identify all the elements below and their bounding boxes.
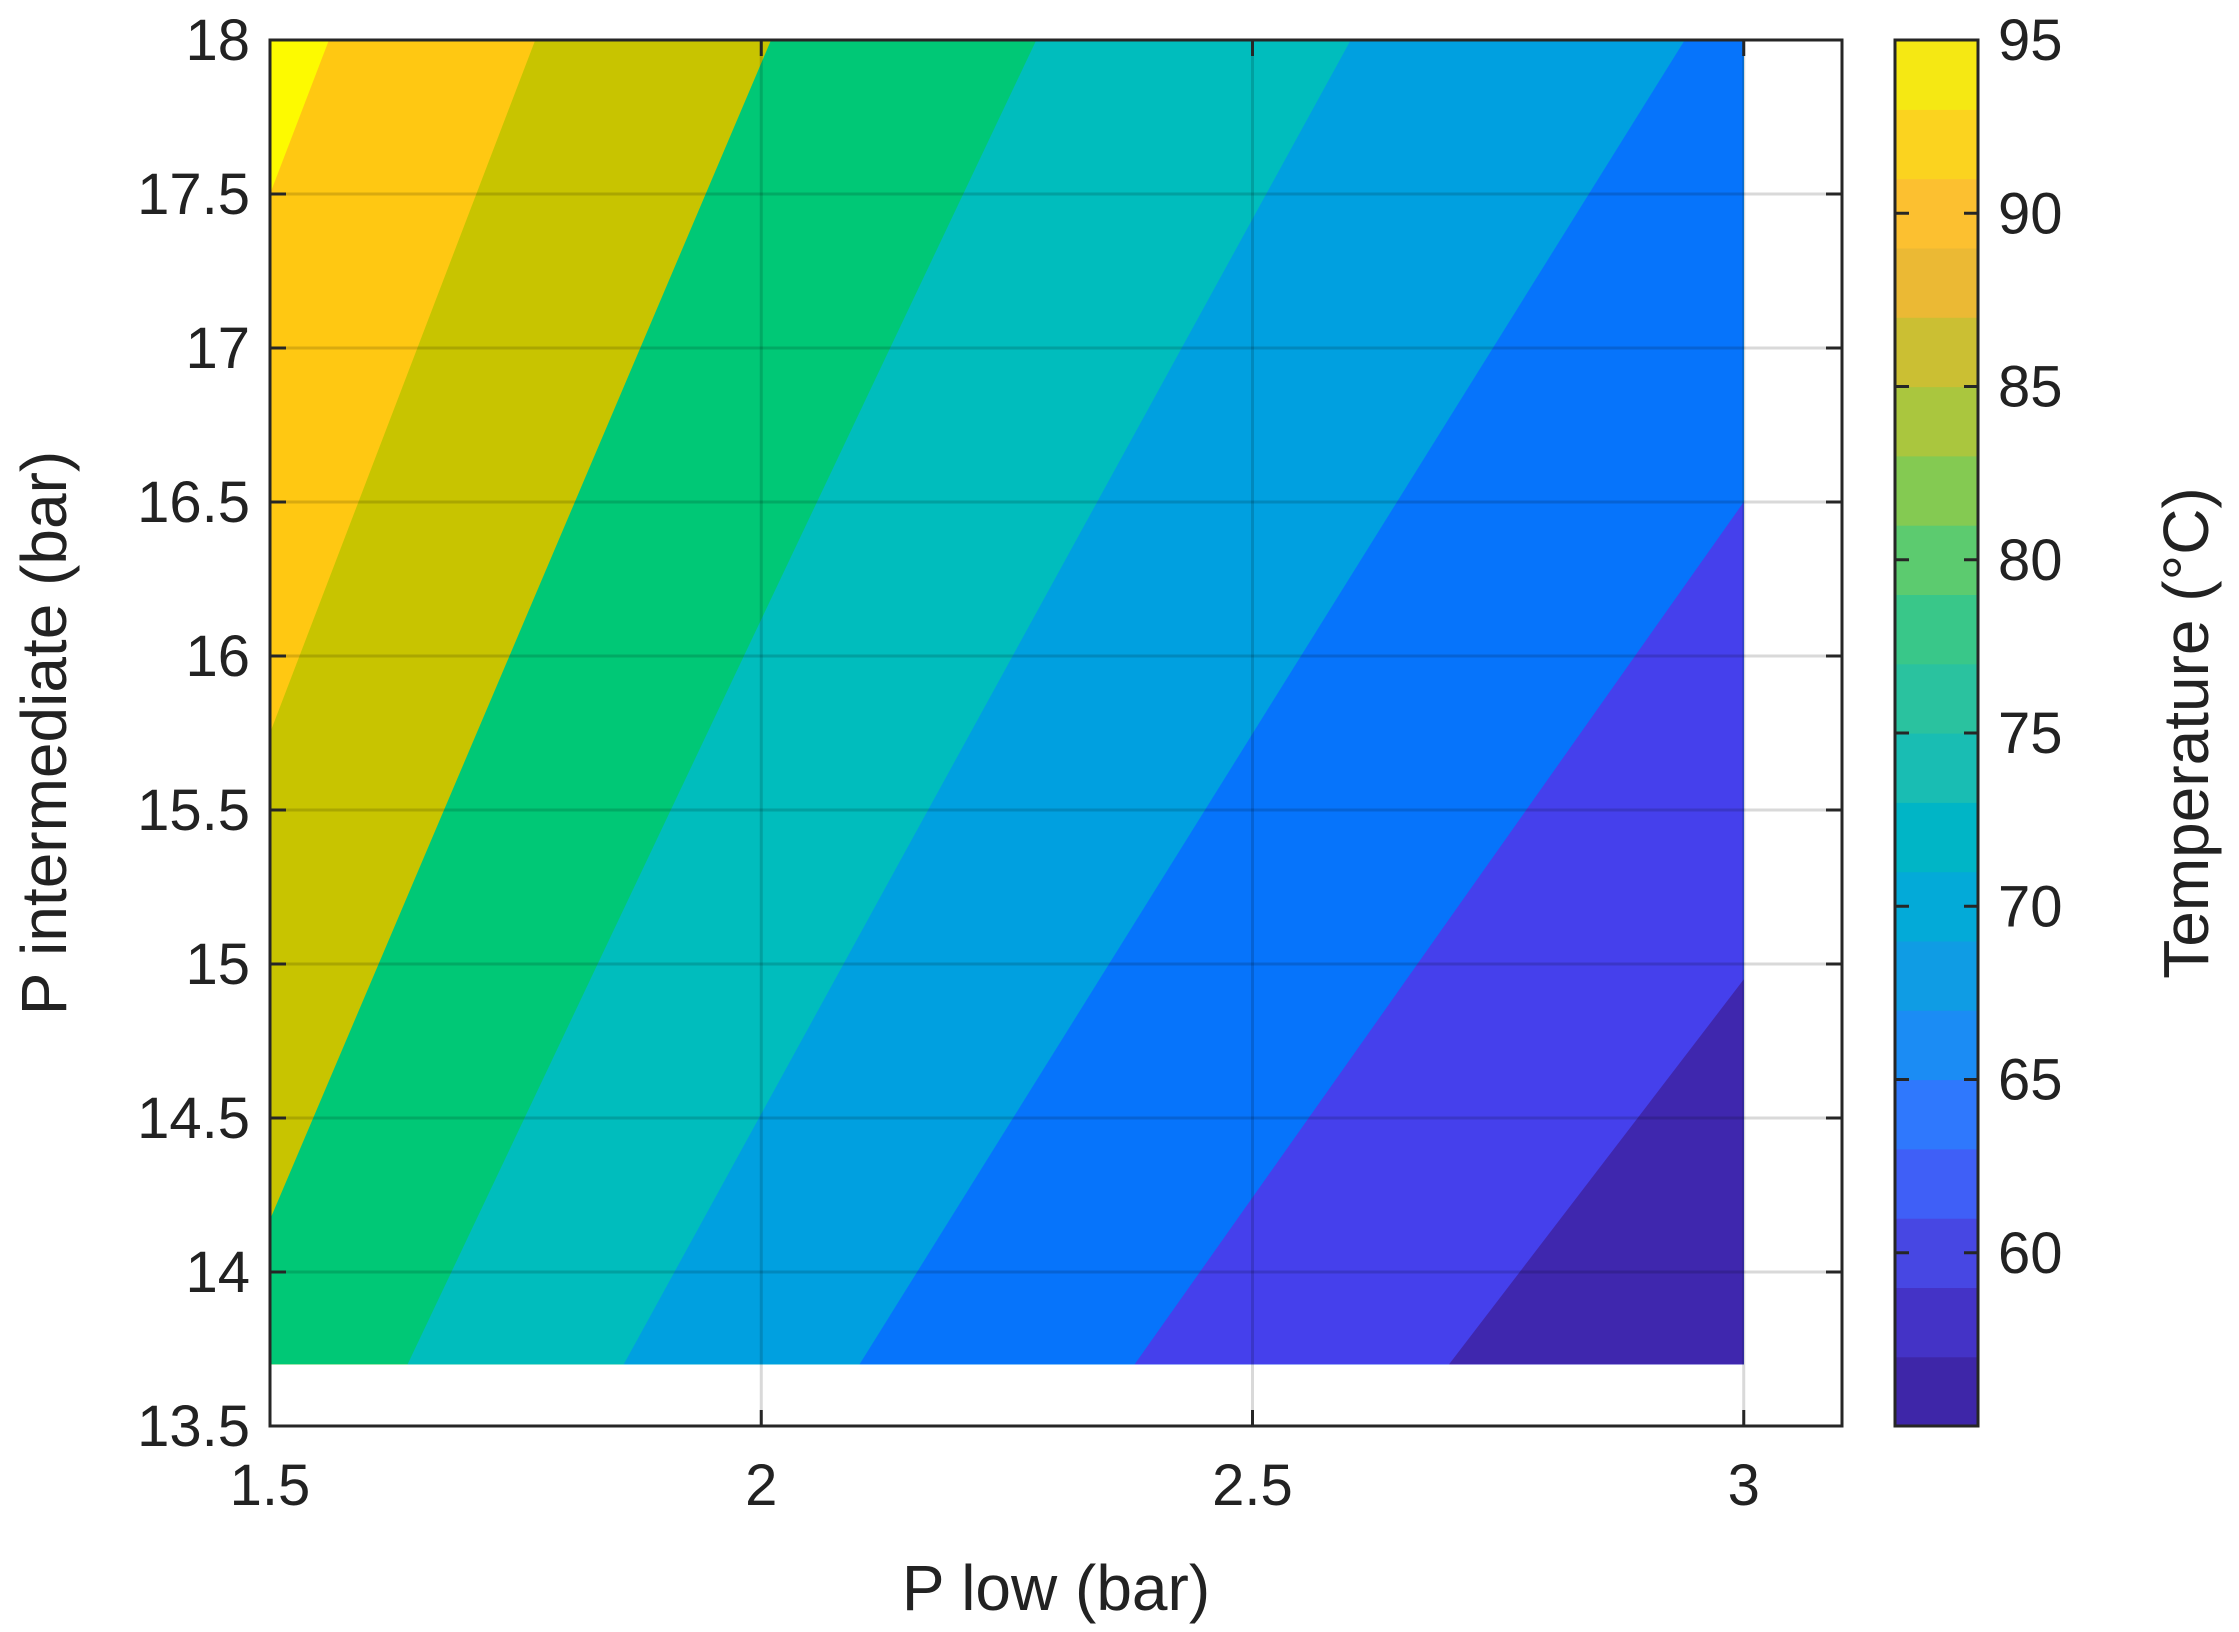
y-tick-label: 14.5 <box>137 1086 250 1151</box>
y-tick-label: 18 <box>185 8 250 73</box>
colorbar <box>1895 40 1978 1427</box>
colorbar-segment <box>1895 247 1978 318</box>
y-axis-label: P intermediate (bar) <box>8 451 80 1015</box>
colorbar-tick-label: 80 <box>1998 528 2063 593</box>
x-axis-label: P low (bar) <box>902 1552 1210 1624</box>
contour-band-55-60 <box>1449 979 1744 1365</box>
colorbar-segment <box>1895 40 1978 110</box>
colorbar-ticks: 60 65 70 75 80 85 90 95 <box>1895 8 2063 1286</box>
y-tick-label: 13.5 <box>137 1394 250 1459</box>
y-tick-label: 15 <box>185 932 250 997</box>
colorbar-tick-label: 70 <box>1998 874 2063 939</box>
colorbar-segment <box>1895 317 1978 388</box>
colorbar-segment <box>1895 733 1978 803</box>
contour-band-60-65 <box>1134 502 1744 1365</box>
y-tick-label: 16.5 <box>137 470 250 535</box>
colorbar-segment <box>1895 594 1978 665</box>
colorbar-segment <box>1895 1287 1978 1358</box>
x-tick-label: 1.5 <box>230 1453 311 1518</box>
colorbar-segment <box>1895 1010 1978 1081</box>
colorbar-tick-label: 75 <box>1998 701 2063 766</box>
colorbar-tick-label: 85 <box>1998 355 2063 420</box>
x-axis: 1.5 2 2.5 3 <box>230 40 1760 1518</box>
colorbar-segment <box>1895 1356 1978 1427</box>
y-tick-label: 17 <box>185 316 250 381</box>
colorbar-segment <box>1895 386 1978 457</box>
colorbar-segment <box>1895 109 1978 180</box>
colorbar-segment <box>1895 1148 1978 1219</box>
colorbar-tick-label: 65 <box>1998 1048 2063 1113</box>
colorbar-tick-label: 60 <box>1998 1221 2063 1286</box>
x-tick-label: 3 <box>1728 1453 1760 1518</box>
contour-bands <box>270 40 1744 1365</box>
y-tick-label: 17.5 <box>137 162 250 227</box>
y-tick-label: 15.5 <box>137 778 250 843</box>
x-tick-label: 2 <box>745 1453 777 1518</box>
colorbar-segment <box>1895 940 1978 1011</box>
colorbar-tick-label: 95 <box>1998 8 2063 73</box>
x-tick-label: 2.5 <box>1212 1453 1293 1518</box>
colorbar-segment <box>1895 802 1978 873</box>
colorbar-segment <box>1895 1079 1978 1150</box>
y-tick-label: 16 <box>185 624 250 689</box>
colorbar-tick-label: 90 <box>1998 181 2063 246</box>
colorbar-segment <box>1895 663 1978 734</box>
plot-area-frame <box>268 38 1844 1428</box>
colorbar-label: Temperature (°C) <box>2150 487 2222 979</box>
y-tick-label: 14 <box>185 1240 250 1305</box>
colorbar-segment <box>1895 455 1978 526</box>
y-axis: 13.5 14 14.5 15 15.5 16 16.5 17 17.5 18 <box>137 8 1842 1459</box>
